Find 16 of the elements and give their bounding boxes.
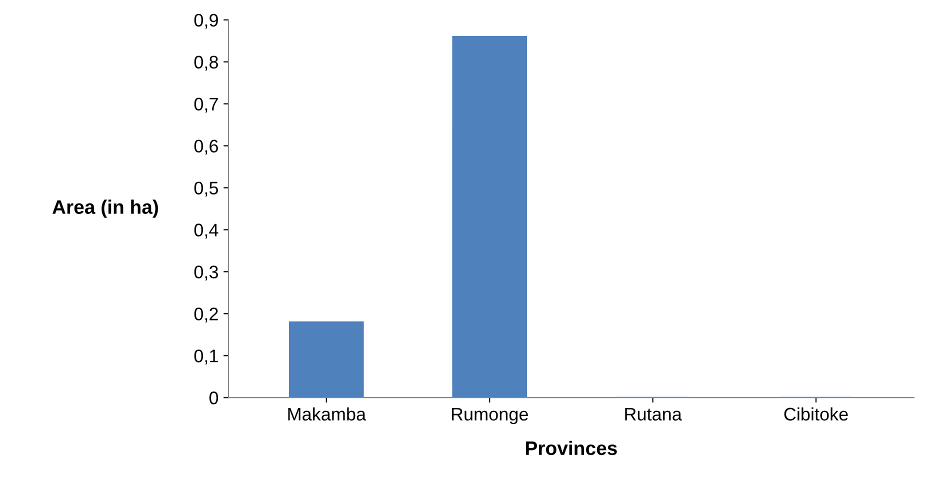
y-tick-label: 0,4 xyxy=(194,224,218,239)
x-tick-label: Rumonge xyxy=(452,408,528,424)
y-tick-label: 0,3 xyxy=(194,266,218,281)
x-axis-title: Provinces xyxy=(526,440,617,456)
y-tick-label: 0,6 xyxy=(194,140,218,155)
x-tick-label: Rutana xyxy=(625,408,682,421)
y-tick-label: 0,1 xyxy=(194,350,218,364)
y-tick-label: 0,8 xyxy=(194,56,218,71)
y-tick-label: 0,2 xyxy=(194,308,218,323)
y-tick-label: 0,5 xyxy=(194,182,218,197)
y-tick-label: 0,9 xyxy=(194,14,218,29)
x-tick-label: Cibitoke xyxy=(784,407,848,421)
y-tick-label: 0,7 xyxy=(194,98,218,113)
y-axis-title: Area (in ha) xyxy=(52,200,158,218)
y-tick-label: 0 xyxy=(209,392,218,404)
x-tick-label: Makamba xyxy=(288,407,366,421)
